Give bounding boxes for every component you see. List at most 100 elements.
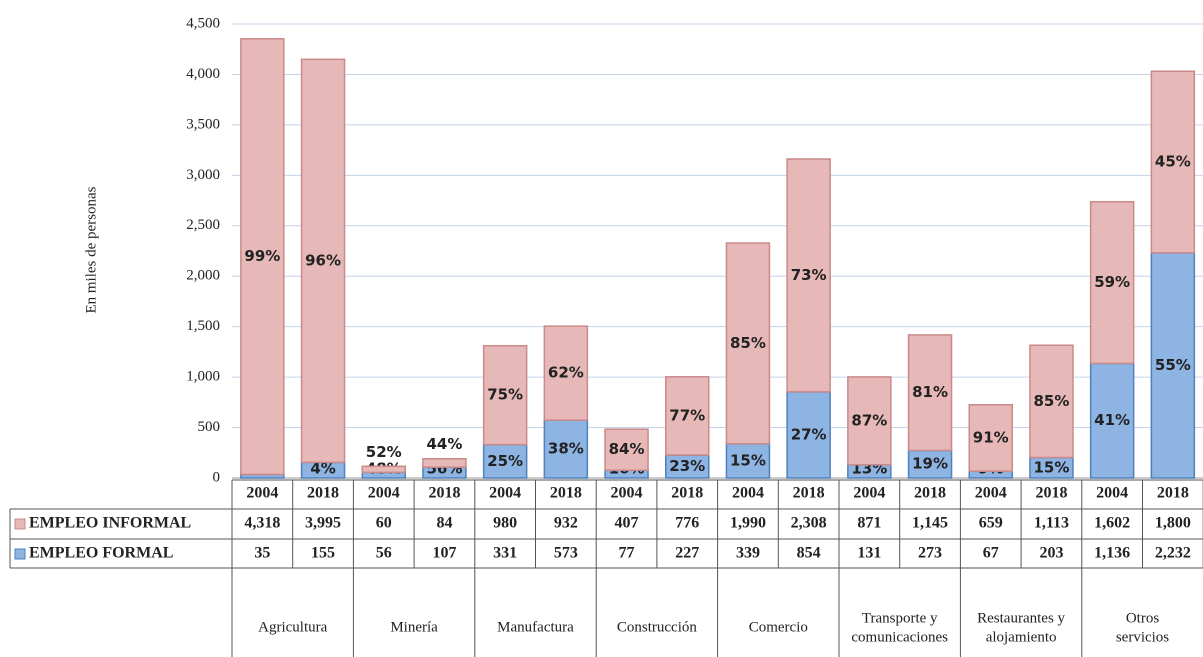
x-tick-label: 2018: [1157, 485, 1189, 502]
bar-segment: [1029, 344, 1074, 459]
table-value: 1,145: [912, 515, 948, 532]
share-label: 75%: [487, 386, 523, 404]
table-value: 659: [979, 515, 1003, 532]
table-value: 4,318: [244, 515, 280, 532]
table-value: 854: [797, 545, 821, 562]
x-tick-label: 2004: [489, 485, 521, 502]
y-tick-label: 3,000: [186, 167, 220, 183]
group-label: Construcción: [617, 619, 697, 635]
bar-segment: [725, 443, 771, 479]
share-label: 85%: [730, 334, 766, 352]
table-value: 1,990: [730, 515, 766, 532]
table-value: 84: [436, 515, 452, 532]
x-tick-label: 2018: [307, 485, 339, 502]
table-value: 1,602: [1094, 515, 1130, 532]
x-tick-label: 2004: [246, 485, 278, 502]
y-tick-label: 3,500: [186, 116, 220, 132]
y-tick-label: 4,000: [186, 66, 220, 82]
bar-segment: [361, 465, 406, 474]
bar-segment: [786, 158, 831, 393]
x-tick-label: 2004: [853, 485, 885, 502]
table-value: 1,800: [1155, 515, 1191, 532]
bar-segment: [240, 38, 285, 476]
y-axis-label: En miles de personas: [83, 186, 99, 313]
bar-segment: [482, 344, 528, 446]
x-tick-label: 2004: [732, 485, 764, 502]
x-tick-label: 2018: [793, 485, 825, 502]
bar-segment: [482, 443, 528, 479]
legend-swatch: [14, 548, 26, 560]
bar-segment: [1150, 252, 1196, 479]
table-value: 2,232: [1155, 545, 1191, 562]
table-value: 331: [493, 545, 517, 562]
table-value: 203: [1039, 545, 1063, 562]
legend-swatch: [14, 518, 26, 530]
share-label: 87%: [851, 411, 887, 429]
share-label: 81%: [912, 383, 948, 401]
table-value: 776: [675, 515, 699, 532]
group-label: Otros: [1126, 610, 1159, 626]
share-label: 15%: [730, 451, 766, 469]
share-label: 55%: [1155, 356, 1191, 374]
share-label: 15%: [1033, 458, 1069, 476]
share-label: 19%: [912, 455, 948, 473]
table-value: 407: [615, 515, 639, 532]
group-label: Comercio: [749, 619, 808, 635]
share-label: 4%: [310, 460, 335, 478]
table-value: 871: [857, 515, 881, 532]
share-label: 62%: [548, 364, 584, 382]
table-value: 60: [376, 515, 392, 532]
share-label: 84%: [609, 440, 645, 458]
bar-segment: [665, 376, 710, 456]
table-value: 131: [857, 545, 881, 562]
table-value: 273: [918, 545, 942, 562]
share-label: 38%: [548, 440, 584, 458]
bar-segment: [725, 242, 771, 445]
y-tick-label: 2,000: [186, 268, 220, 284]
y-tick-label: 500: [198, 419, 221, 435]
bar-segment: [907, 449, 953, 479]
bar-segment: [1089, 201, 1135, 365]
share-label: 27%: [791, 425, 827, 443]
bar-segment: [968, 404, 1013, 472]
x-tick-label: 2018: [671, 485, 703, 502]
share-label: 44%: [426, 435, 462, 453]
table-value: 3,995: [305, 515, 341, 532]
x-tick-label: 2004: [975, 485, 1007, 502]
x-tick-label: 2018: [1035, 485, 1067, 502]
share-label: 96%: [305, 251, 341, 269]
group-label: Restaurantes y: [977, 610, 1065, 626]
share-label: 91%: [973, 428, 1009, 446]
bar-segment: [300, 58, 346, 464]
table-value: 932: [554, 515, 578, 532]
group-label: Transporte y: [862, 610, 938, 626]
bar-segment: [1150, 70, 1196, 254]
share-label: 85%: [1033, 392, 1069, 410]
share-label: 45%: [1155, 153, 1191, 171]
group-label: comunicaciones: [851, 629, 948, 645]
x-tick-label: 2004: [368, 485, 400, 502]
table-value: 1,136: [1094, 545, 1130, 562]
x-tick-label: 2004: [1096, 485, 1128, 502]
table-value: 56: [376, 545, 392, 562]
share-label: 59%: [1094, 273, 1130, 291]
table-value: 107: [432, 545, 456, 562]
bar-segment: [604, 428, 649, 471]
share-label: 52%: [366, 443, 402, 461]
table-value: 2,308: [791, 515, 827, 532]
table-value: 339: [736, 545, 760, 562]
bar-segment: [907, 334, 953, 452]
group-label: Agricultura: [258, 619, 327, 635]
y-tick-label: 1,500: [186, 318, 220, 334]
share-label: 99%: [244, 247, 280, 265]
share-label: 23%: [669, 457, 705, 475]
bar-segment: [422, 457, 467, 468]
group-label: Manufactura: [497, 619, 574, 635]
y-tick-label: 1,000: [186, 369, 220, 385]
bar-segment: [543, 325, 589, 421]
legend-label: EMPLEO INFORMAL: [29, 515, 191, 532]
group-label: servicios: [1116, 629, 1169, 645]
table-value: 227: [675, 545, 699, 562]
table-value: 67: [983, 545, 999, 562]
